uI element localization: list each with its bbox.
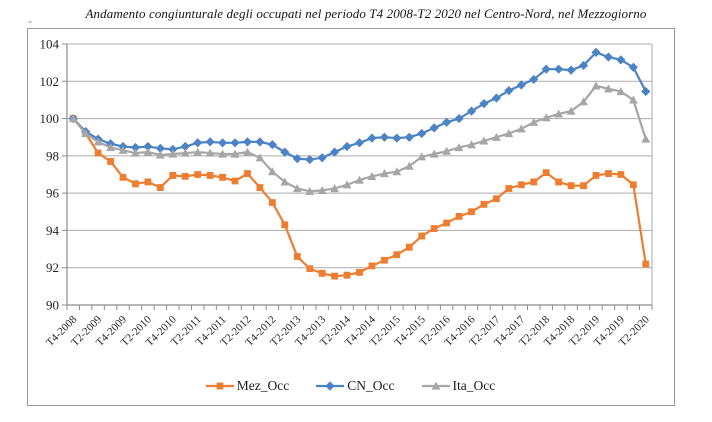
svg-text:104: 104 bbox=[40, 37, 60, 52]
svg-text:100: 100 bbox=[40, 111, 60, 126]
svg-text:92: 92 bbox=[46, 260, 59, 275]
svg-text:102: 102 bbox=[40, 74, 60, 89]
legend-label: CN_Occ bbox=[347, 378, 395, 393]
x-axis-ticks bbox=[66, 305, 653, 310]
mez-occ-square-marker-icon bbox=[205, 382, 234, 390]
data-series bbox=[68, 47, 651, 280]
chart-frame bbox=[27, 28, 675, 406]
series-Mez_Occ bbox=[69, 115, 650, 280]
ita-occ-triangle-marker-icon bbox=[421, 381, 450, 390]
svg-text:96: 96 bbox=[46, 186, 60, 201]
svg-text:98: 98 bbox=[46, 148, 59, 163]
chart-title: Andamento congiunturale degli occupati n… bbox=[85, 6, 647, 21]
legend-item-ita-occ: Ita_Occ bbox=[421, 378, 496, 394]
legend-item-mez-occ: Mez_Occ bbox=[205, 378, 289, 394]
y-axis-labels: 104 102 100 98 96 94 92 90 bbox=[40, 37, 60, 313]
series-Ita_Occ bbox=[68, 81, 651, 195]
CN_Occ-markers bbox=[68, 47, 651, 165]
legend-label: Mez_Occ bbox=[236, 378, 290, 393]
y-gridlines bbox=[67, 43, 652, 306]
chart-legend: Mez_Occ CN_Occ Ita_Occ bbox=[27, 378, 673, 394]
legend-item-cn-occ: CN_Occ bbox=[315, 378, 395, 394]
x-axis-labels: T4-2008T2-2009T4-2009T2-2010T4-2010T2-20… bbox=[44, 313, 652, 349]
svg-text:94: 94 bbox=[46, 223, 60, 238]
svg-text:90: 90 bbox=[46, 298, 59, 313]
legend-label: Ita_Occ bbox=[452, 378, 496, 393]
plot-area-border bbox=[66, 44, 653, 306]
cn-occ-diamond-marker-icon bbox=[316, 381, 345, 391]
y-axis-ticks bbox=[62, 43, 67, 306]
scan-artifact: „ bbox=[28, 14, 32, 24]
series-CN_Occ bbox=[68, 47, 651, 165]
